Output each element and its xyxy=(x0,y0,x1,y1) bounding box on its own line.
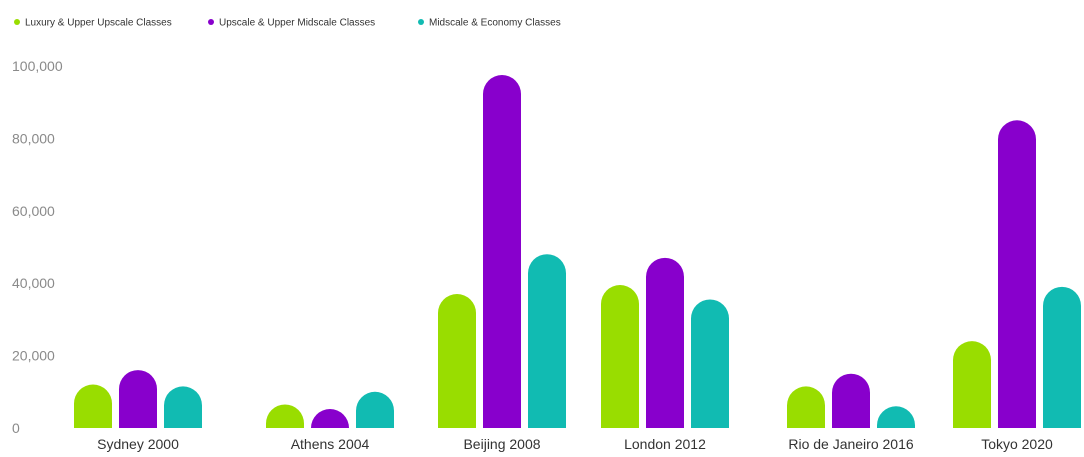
x-category-label: Rio de Janeiro 2016 xyxy=(788,436,914,452)
chart-legend: Luxury & Upper Upscale Classes Upscale & … xyxy=(14,18,561,29)
bar xyxy=(953,341,991,428)
bar xyxy=(877,406,915,428)
x-category-label: Beijing 2008 xyxy=(463,436,540,452)
x-category-label: Athens 2004 xyxy=(291,436,370,452)
legend-label: Luxury & Upper Upscale Classes xyxy=(25,18,172,29)
legend-swatch xyxy=(14,19,20,25)
bar xyxy=(483,75,521,429)
bar xyxy=(832,373,870,428)
bar xyxy=(528,254,566,428)
bar xyxy=(998,120,1036,429)
x-category-label: London 2012 xyxy=(624,436,706,452)
bar xyxy=(787,386,826,428)
bar xyxy=(356,391,394,428)
bar xyxy=(438,294,476,428)
y-tick-label: 20,000 xyxy=(12,348,55,364)
x-axis: Sydney 2000 Athens 2004 Beijing 2008 London… xyxy=(97,436,1053,452)
bar xyxy=(691,299,729,428)
y-axis: 0 20,000 40,000 60,000 80,000 100,000 xyxy=(12,58,63,436)
x-category-label: Tokyo 2020 xyxy=(981,436,1053,452)
legend-label: Midscale & Economy Classes xyxy=(429,18,561,29)
bar xyxy=(119,370,157,428)
bar xyxy=(164,386,202,428)
bar xyxy=(601,285,639,428)
bar xyxy=(311,409,349,428)
bar xyxy=(1043,286,1081,428)
y-tick-label: 80,000 xyxy=(12,130,55,146)
bar xyxy=(266,404,304,428)
bar xyxy=(74,384,112,428)
y-tick-label: 0 xyxy=(12,420,20,436)
legend-swatch xyxy=(208,19,214,25)
bar xyxy=(646,257,684,428)
y-tick-label: 100,000 xyxy=(12,58,63,74)
x-category-label: Sydney 2000 xyxy=(97,436,179,452)
bars-group xyxy=(74,75,1081,429)
y-tick-label: 40,000 xyxy=(12,275,55,291)
y-tick-label: 60,000 xyxy=(12,203,55,219)
legend-swatch xyxy=(418,19,424,25)
legend-label: Upscale & Upper Midscale Classes xyxy=(219,18,375,29)
